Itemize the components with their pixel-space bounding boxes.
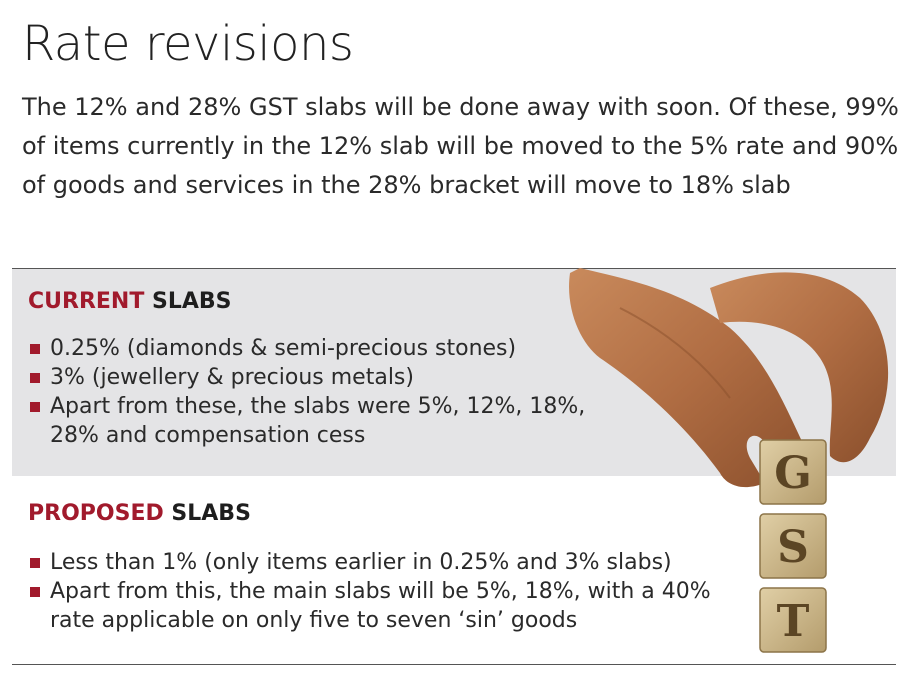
list-item-text: Apart from this, the main slabs will be … (50, 579, 711, 633)
list-item: 3% (jewellery & precious metals) (28, 363, 608, 392)
hand-shape (569, 268, 814, 488)
cube-t: T (759, 587, 827, 653)
bottom-divider (12, 664, 896, 665)
thumb-shape (710, 272, 889, 463)
list-item-text: Apart from these, the slabs were 5%, 12%… (50, 394, 586, 448)
list-item: Apart from this, the main slabs will be … (28, 577, 758, 635)
square-bullet-icon (30, 344, 40, 354)
cube-s: S (759, 513, 827, 579)
proposed-heading-rest: SLABS (171, 501, 251, 526)
list-item-text: 3% (jewellery & precious metals) (50, 365, 414, 390)
list-item: Less than 1% (only items earlier in 0.25… (28, 548, 758, 577)
cube-g: G (759, 439, 827, 505)
hand-holding-gst-cube-icon: G S T (569, 268, 889, 653)
square-bullet-icon (30, 373, 40, 383)
current-heading-accent: CURRENT (28, 289, 145, 314)
current-slabs-list: 0.25% (diamonds & semi-precious stones) … (28, 334, 608, 450)
cube-letter: G (774, 448, 812, 499)
cube-letter: T (777, 596, 810, 647)
square-bullet-icon (30, 558, 40, 568)
list-item-text: 0.25% (diamonds & semi-precious stones) (50, 336, 517, 361)
square-bullet-icon (30, 402, 40, 412)
list-item: Apart from these, the slabs were 5%, 12%… (28, 392, 608, 450)
cube-letter: S (777, 522, 809, 573)
list-item-text: Less than 1% (only items earlier in 0.25… (50, 550, 672, 575)
proposed-heading-accent: PROPOSED (28, 501, 164, 526)
current-heading-rest: SLABS (152, 289, 232, 314)
proposed-slabs-list: Less than 1% (only items earlier in 0.25… (28, 548, 758, 635)
top-divider (12, 268, 896, 269)
current-slabs-heading: CURRENT SLABS (28, 288, 232, 316)
intro-paragraph: The 12% and 28% GST slabs will be done a… (22, 93, 899, 199)
list-item: 0.25% (diamonds & semi-precious stones) (28, 334, 608, 363)
square-bullet-icon (30, 587, 40, 597)
page-title: Rate revisions (22, 16, 354, 72)
proposed-slabs-heading: PROPOSED SLABS (28, 500, 251, 528)
